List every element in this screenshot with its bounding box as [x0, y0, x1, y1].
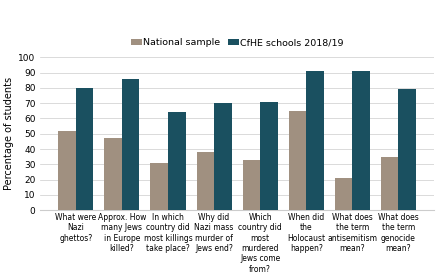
Bar [399, 90, 416, 210]
Bar [260, 102, 278, 210]
Bar [197, 152, 214, 210]
Bar [306, 71, 324, 210]
Bar [243, 160, 260, 210]
Bar [335, 178, 352, 210]
Bar [76, 88, 93, 210]
Bar [58, 131, 76, 210]
Bar [122, 79, 139, 210]
Bar [352, 71, 370, 210]
Bar [381, 157, 399, 210]
Bar [214, 103, 232, 210]
Bar [151, 163, 168, 210]
Bar [289, 111, 306, 210]
Bar [168, 112, 186, 210]
Legend: National sample, CfHE schools 2018/19: National sample, CfHE schools 2018/19 [127, 35, 347, 51]
Y-axis label: Percentage of students: Percentage of students [4, 77, 14, 190]
Bar [104, 138, 122, 210]
